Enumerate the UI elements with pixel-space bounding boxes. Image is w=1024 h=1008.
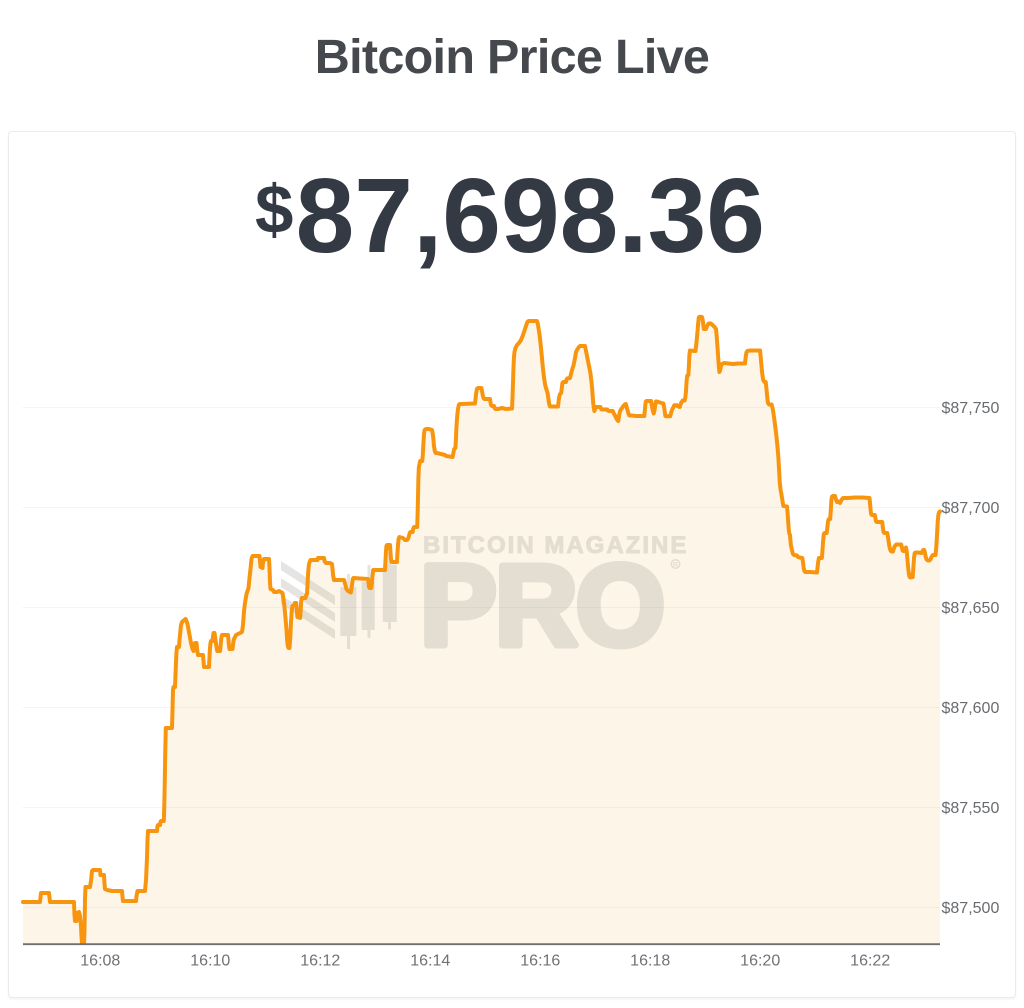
svg-text:16:18: 16:18	[630, 953, 670, 970]
svg-text:16:20: 16:20	[740, 953, 780, 970]
svg-text:$87,650: $87,650	[942, 600, 1000, 617]
svg-text:16:10: 16:10	[190, 953, 230, 970]
svg-text:$87,550: $87,550	[942, 800, 1000, 817]
svg-text:16:22: 16:22	[850, 953, 890, 970]
svg-text:16:16: 16:16	[520, 953, 560, 970]
svg-text:PRO: PRO	[420, 542, 663, 670]
svg-text:16:12: 16:12	[300, 953, 340, 970]
svg-text:$87,750: $87,750	[942, 400, 1000, 417]
svg-text:16:14: 16:14	[410, 953, 450, 970]
svg-text:$87,700: $87,700	[942, 500, 1000, 517]
svg-text:$87,600: $87,600	[942, 700, 1000, 717]
svg-text:BITCOIN MAGAZINE: BITCOIN MAGAZINE	[423, 532, 688, 559]
svg-text:16:08: 16:08	[80, 953, 120, 970]
svg-text:R: R	[673, 560, 679, 569]
svg-text:$87,500: $87,500	[942, 900, 1000, 917]
